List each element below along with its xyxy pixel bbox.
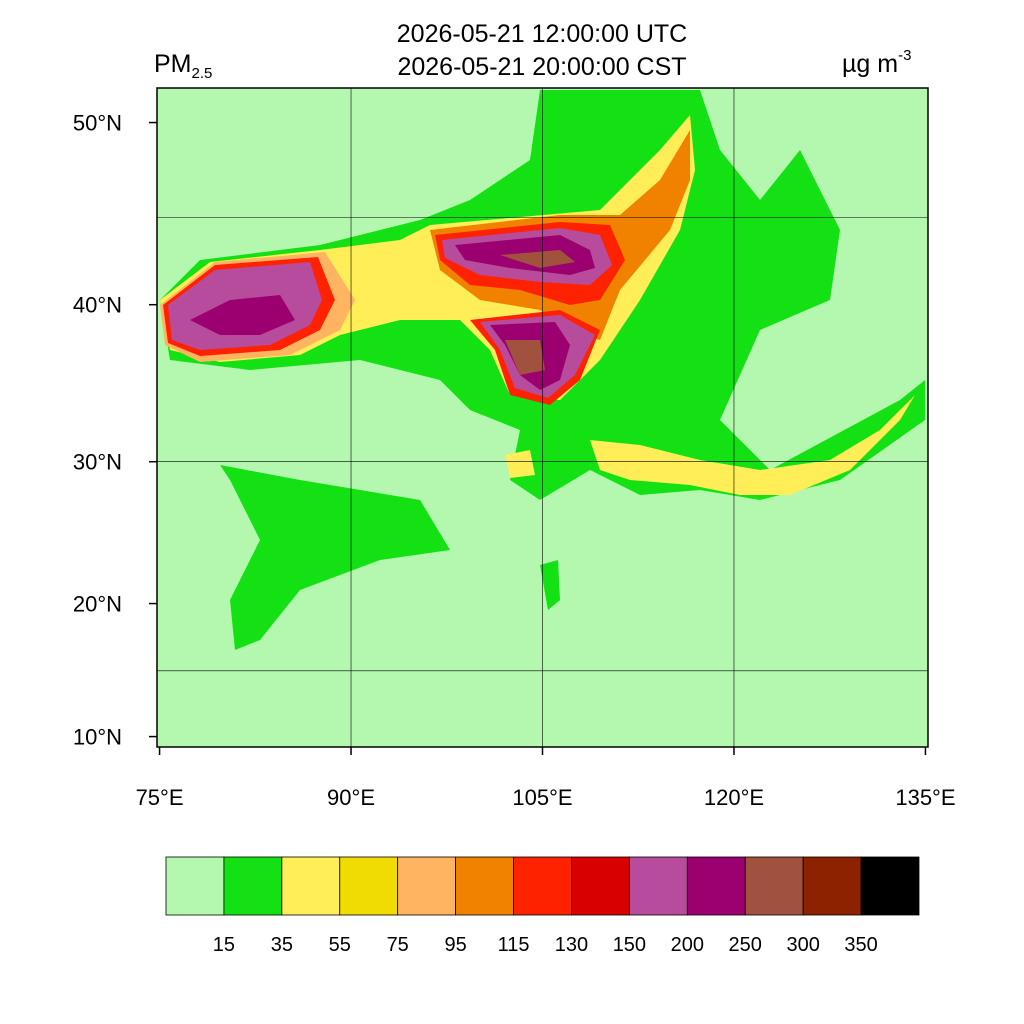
colorbar-box: [686, 856, 746, 916]
colorbar-label: 250: [729, 934, 762, 956]
y-tick-label: 40°N: [73, 293, 122, 318]
map: [157, 88, 928, 747]
x-tick-label: 75°E: [136, 785, 184, 810]
unit-label: µg m-3: [842, 47, 911, 78]
x-tick-label: 90°E: [327, 785, 375, 810]
title-line: 2026-05-21 20:00:00 CST: [397, 53, 686, 81]
colorbar-box: [165, 856, 225, 916]
unit-name: µg m: [842, 50, 898, 78]
pollution-area: [220, 465, 450, 650]
colorbar-box: [571, 856, 630, 916]
pollution-area: [590, 395, 915, 495]
colorbar-label: 95: [444, 934, 466, 956]
colorbar-box: [223, 856, 283, 916]
colorbar-box: [455, 856, 514, 916]
pollution-area: [500, 250, 575, 268]
pollution-area: [505, 450, 535, 478]
colorbar-label: 15: [213, 934, 235, 956]
x-tick-label: 105°E: [512, 785, 572, 810]
colorbar-label: 35: [271, 934, 293, 956]
pollution-area: [190, 295, 295, 335]
y-tick-label: 20°N: [73, 592, 122, 617]
colorbar-label: 350: [844, 934, 877, 956]
variable-subscript: 2.5: [192, 65, 213, 82]
colorbar-box: [281, 856, 341, 916]
pollution-area: [540, 560, 560, 610]
colorbar-label: 130: [555, 934, 588, 956]
colorbar-box: [744, 856, 804, 916]
colorbar-label: 115: [498, 934, 530, 956]
unit-superscript: -3: [898, 47, 911, 64]
colorbar-label: 150: [613, 934, 646, 956]
pollution-area: [505, 340, 545, 375]
variable-label: PM2.5: [154, 50, 212, 82]
colorbar-box: [802, 856, 862, 916]
title-line: 2026-05-21 12:00:00 UTC: [397, 20, 687, 48]
y-tick-label: 10°N: [73, 725, 122, 750]
y-tick-label: 30°N: [73, 450, 122, 475]
colorbar-box: [628, 856, 688, 916]
colorbar-box: [860, 856, 920, 916]
colorbar-label: 300: [786, 934, 819, 956]
colorbar-box: [397, 856, 457, 916]
colorbar-label: 75: [387, 934, 409, 956]
colorbar-label: 55: [329, 934, 351, 956]
variable-name: PM: [154, 50, 192, 78]
x-tick-label: 120°E: [704, 785, 764, 810]
y-tick-label: 50°N: [73, 111, 122, 136]
colorbar-box: [339, 856, 399, 916]
colorbar-label: 200: [671, 934, 704, 956]
x-tick-label: 135°E: [895, 785, 955, 810]
colorbar-box: [513, 856, 572, 916]
